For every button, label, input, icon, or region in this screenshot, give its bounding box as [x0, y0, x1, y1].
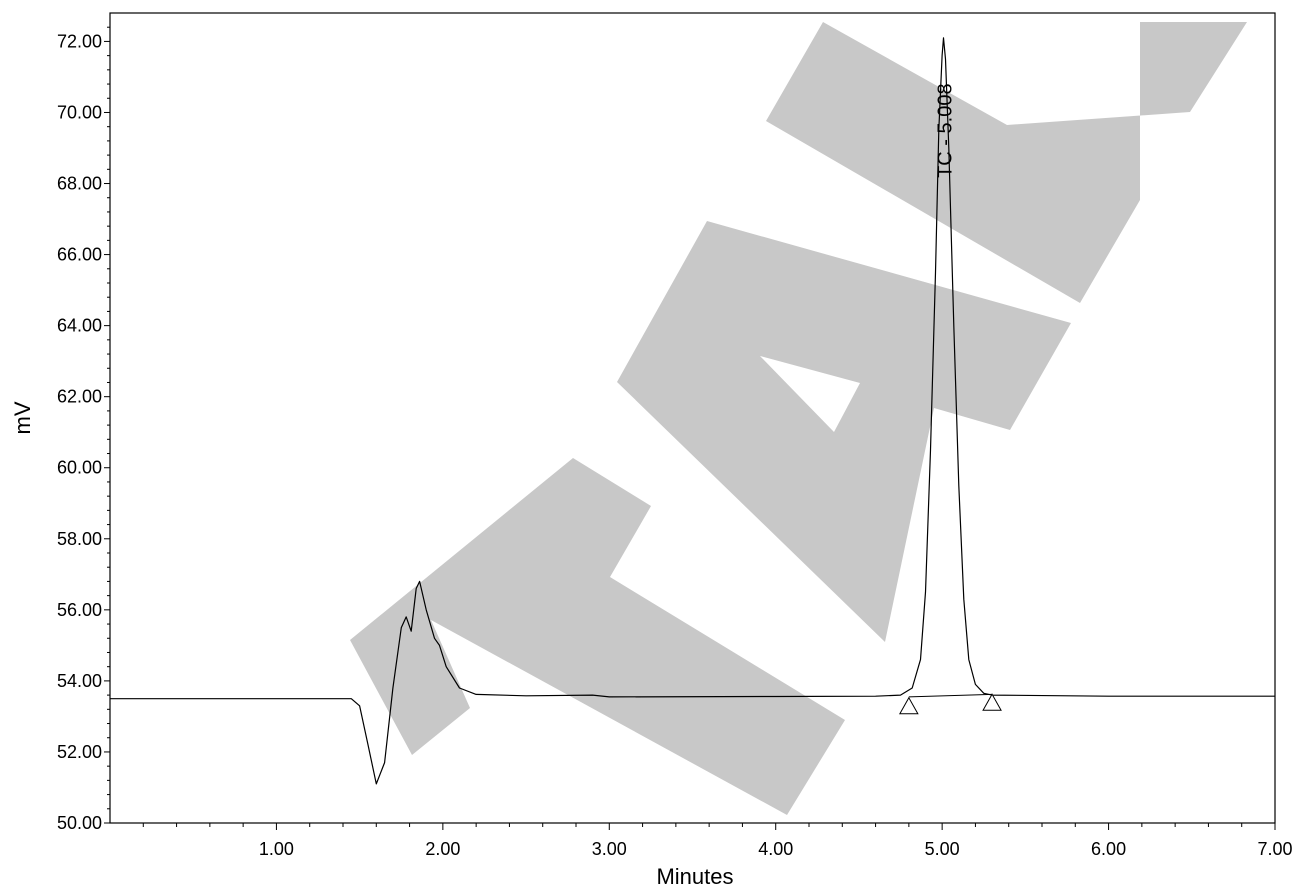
signal-trace: [110, 37, 1275, 785]
y-tick-label: 72.00: [57, 31, 102, 51]
x-tick-label: 1.00: [259, 839, 294, 859]
peak-baseline: [908, 693, 993, 698]
x-tick-label: 2.00: [425, 839, 460, 859]
y-tick-label: 56.00: [57, 600, 102, 620]
annotations: TC - 5.008: [934, 83, 956, 177]
y-tick-label: 70.00: [57, 102, 102, 122]
y-tick-label: 60.00: [57, 458, 102, 478]
x-axis-title: Minutes: [656, 864, 733, 889]
y-tick-label: 52.00: [57, 742, 102, 762]
y-tick-label: 68.00: [57, 174, 102, 194]
x-tick-label: 6.00: [1091, 839, 1126, 859]
x-tick-label: 7.00: [1257, 839, 1292, 859]
x-tick-label: 3.00: [592, 839, 627, 859]
y-tick-label: 62.00: [57, 387, 102, 407]
peak-marker-triangle: [982, 693, 1002, 711]
y-axis: 50.00 52.00 54.00 56.00 58.00 60.00 62.00 64.00…: [57, 26, 110, 833]
y-tick-label: 58.00: [57, 529, 102, 549]
y-tick-label: 50.00: [57, 813, 102, 833]
plot-area-frame: [109, 12, 1276, 824]
series-layer: [110, 37, 1275, 785]
y-tick-label: 64.00: [57, 316, 102, 336]
y-tick-label: 66.00: [57, 245, 102, 265]
x-tick-label: 5.00: [925, 839, 960, 859]
y-tick-label: 54.00: [57, 671, 102, 691]
peak-label: TC - 5.008: [934, 83, 956, 177]
x-tick-label: 4.00: [758, 839, 793, 859]
peak-marker-triangle: [899, 696, 919, 715]
peak-markers: [899, 693, 1002, 715]
x-axis: 1.00 2.00 3.00 4.00 5.00 6.00 7.00: [142, 823, 1293, 859]
watermark-logo: [350, 22, 1247, 815]
y-axis-title: mV: [10, 401, 35, 434]
